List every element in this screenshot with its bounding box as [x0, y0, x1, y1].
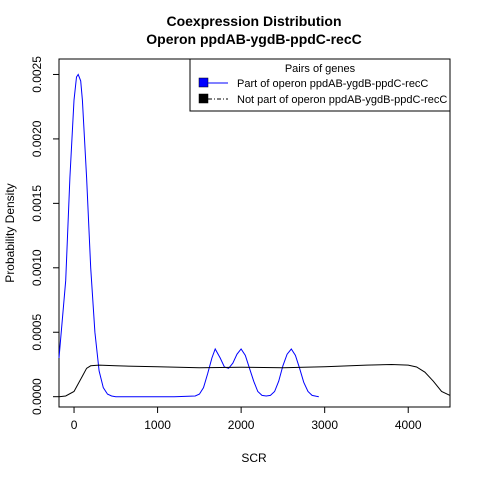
legend-box: [189, 58, 451, 112]
y-tick-label: 0.0015: [30, 185, 44, 222]
x-tick-label: 2000: [228, 418, 255, 432]
legend: Pairs of genes Part of operon ppdAB-ygdB…: [189, 58, 451, 112]
y-tick-label: 0.0025: [30, 56, 44, 93]
series-layer: [58, 73, 451, 398]
y-axis: 0.0000 0.0005 0.0010 0.0015 0.0020 0.0025: [30, 56, 59, 415]
legend-label-part: Part of operon ppdAB-ygdB-ppdC-recC: [237, 78, 428, 90]
x-tick-label: 1000: [144, 418, 171, 432]
x-axis-label: SCR: [241, 451, 267, 465]
legend-swatch-part: [198, 77, 209, 88]
legend-swatch-not-part: [198, 93, 209, 104]
chart-subtitle: Operon ppdAB-ygdB-ppdC-recC: [146, 31, 361, 47]
y-tick-label: 0.0010: [30, 249, 44, 286]
series-line-not-part-of-operon: [58, 363, 451, 398]
y-axis-label: Probability Density: [3, 183, 17, 282]
y-tick-label: 0.0020: [30, 120, 44, 157]
x-tick-label: 0: [71, 418, 78, 432]
series-line-part-of-operon: [58, 73, 319, 398]
y-tick-label: 0.0000: [30, 378, 44, 415]
chart-title: Coexpression Distribution: [166, 13, 341, 29]
x-axis: 0 1000 2000 3000 4000: [71, 407, 422, 432]
x-tick-label: 4000: [395, 418, 422, 432]
y-tick-label: 0.0005: [30, 314, 44, 351]
legend-label-not-part: Not part of operon ppdAB-ygdB-ppdC-recC: [237, 94, 447, 106]
x-tick-label: 3000: [311, 418, 338, 432]
legend-title: Pairs of genes: [285, 63, 356, 75]
